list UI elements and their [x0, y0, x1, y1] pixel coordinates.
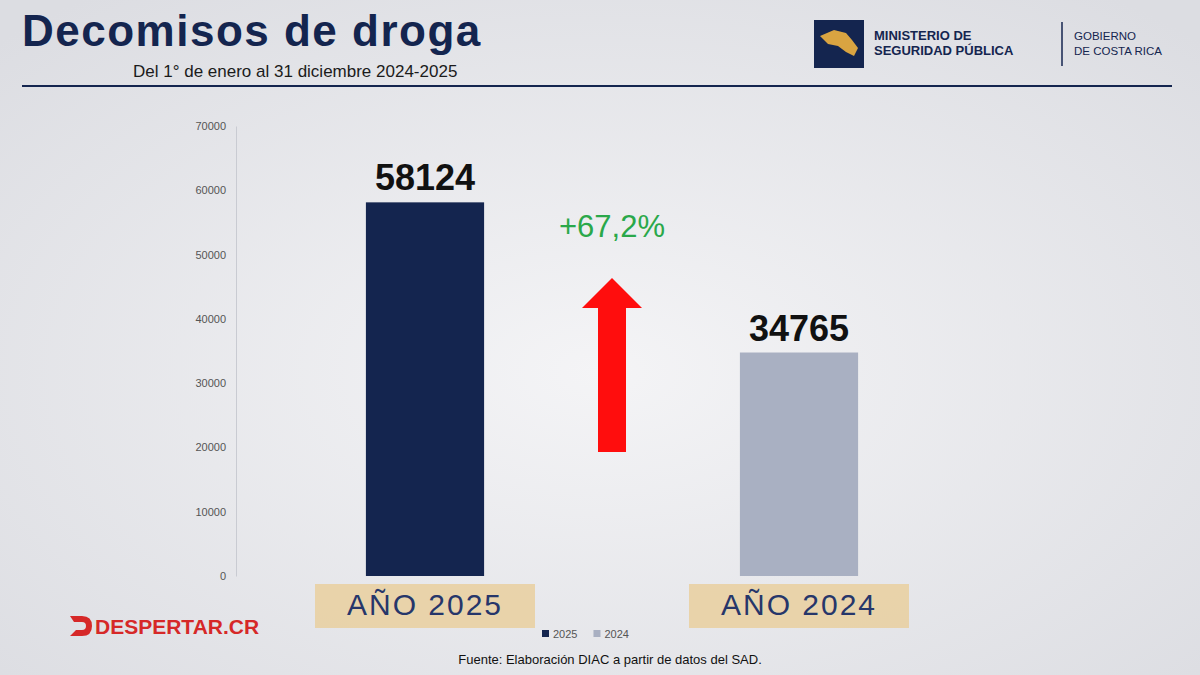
bar — [366, 202, 484, 576]
data-label: 34765 — [749, 308, 849, 349]
chart-canvas: Decomisos de droga Del 1° de enero al 31 … — [0, 0, 1200, 675]
category-boxes — [315, 584, 909, 628]
y-tick-label: 70000 — [195, 120, 226, 132]
x-axis: AÑO 2025 AÑO 2024 — [239, 576, 987, 621]
logo-map — [820, 30, 858, 56]
legend-item: 2025 — [542, 628, 577, 640]
y-axis-line — [236, 127, 237, 577]
y-axis: 0 10000 20000 30000 40000 50000 60000 70000 — [195, 120, 236, 582]
data-label: 58124 — [375, 157, 475, 198]
legend-swatch — [542, 630, 549, 637]
subtitle: Del 1° de enero al 31 diciembre 2024-202… — [133, 62, 457, 81]
y-tick-label: 30000 — [195, 377, 226, 389]
y-tick-label: 20000 — [195, 441, 226, 453]
ministry-text: SEGURIDAD PÚBLICA — [874, 43, 1014, 58]
x-tick: AÑO 2024 — [721, 576, 877, 621]
watermark-icon — [70, 616, 92, 636]
category-box — [689, 584, 909, 628]
category-box — [315, 584, 535, 628]
source: Fuente: Elaboración DIAC a partir de dat… — [458, 652, 762, 667]
y-tick-label: 0 — [220, 570, 226, 582]
y-tick: 70000 — [195, 120, 236, 132]
y-tick-label: 50000 — [195, 249, 226, 261]
x-tick-label: AÑO 2025 — [347, 588, 503, 621]
watermark: DESPERTAR.CR — [95, 615, 259, 638]
x-tick: AÑO 2025 — [347, 576, 503, 621]
y-tick: 60000 — [195, 184, 236, 196]
title: Decomisos de droga — [22, 6, 482, 55]
logo-separator — [1061, 22, 1063, 66]
x-axis-line — [239, 576, 987, 577]
bar — [740, 353, 858, 576]
legend-label: 2024 — [604, 628, 628, 640]
y-tick: 40000 — [195, 313, 236, 325]
y-tick: 0 — [220, 570, 236, 582]
y-tick-label: 40000 — [195, 313, 226, 325]
legend-label: 2025 — [553, 628, 577, 640]
y-tick: 10000 — [195, 506, 236, 518]
arrow — [582, 278, 642, 452]
legend-item: 2024 — [593, 628, 628, 640]
ministry-text: MINISTERIO DE — [874, 28, 972, 43]
bars — [366, 202, 858, 576]
background — [0, 0, 1200, 675]
x-tick-label: AÑO 2024 — [721, 588, 877, 621]
government-text: GOBIERNO — [1074, 30, 1136, 42]
y-tick-label: 60000 — [195, 184, 226, 196]
logo-box — [814, 20, 864, 68]
legend-swatch — [593, 630, 600, 637]
y-tick-label: 10000 — [195, 506, 226, 518]
legend: 2025 2024 — [542, 628, 629, 640]
annotation: +67,2% — [559, 209, 665, 244]
y-tick: 20000 — [195, 441, 236, 453]
y-tick: 50000 — [195, 249, 236, 261]
header-rule — [22, 85, 1172, 87]
government-text: DE COSTA RICA — [1074, 45, 1162, 57]
y-tick: 30000 — [195, 377, 236, 389]
